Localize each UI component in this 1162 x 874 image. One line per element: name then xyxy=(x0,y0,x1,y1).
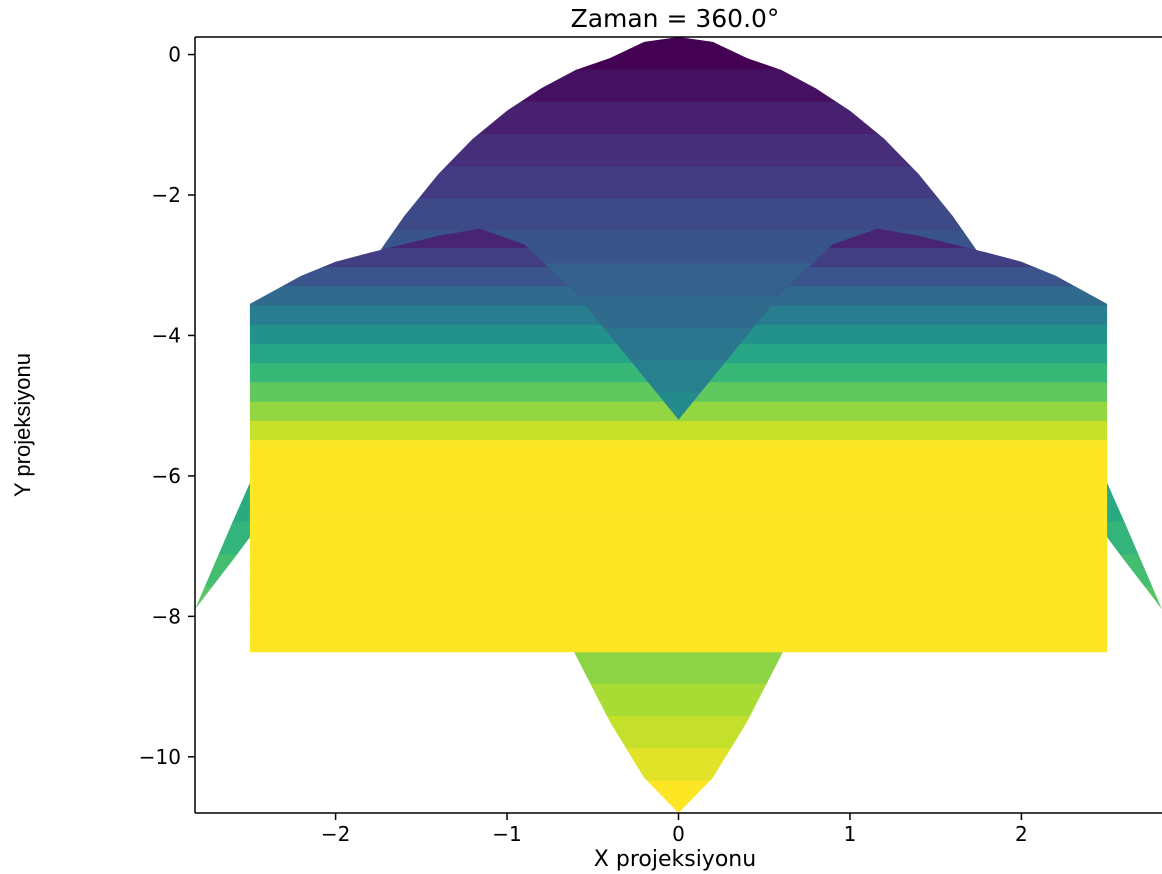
x-tick-label: −2 xyxy=(321,822,350,846)
inner-band xyxy=(249,478,1108,499)
inner-band xyxy=(249,420,1108,441)
inner-band xyxy=(249,497,1108,518)
outer-band xyxy=(195,37,1162,71)
outer-band xyxy=(195,651,1162,685)
y-ticks: 0 −2 −4 −6 −8 −10 xyxy=(139,43,195,769)
inner-band xyxy=(249,593,1108,614)
inner-band xyxy=(249,555,1108,576)
inner-band xyxy=(249,440,1108,461)
inner-band xyxy=(249,632,1108,653)
x-tick-label: 2 xyxy=(1015,822,1028,846)
y-tick-label: −4 xyxy=(152,323,181,347)
outer-band xyxy=(195,780,1162,813)
inner-band xyxy=(249,613,1108,634)
inner-band xyxy=(249,574,1108,595)
y-tick-label: 0 xyxy=(168,43,181,67)
x-axis-label: X projeksiyonu xyxy=(594,847,756,872)
outer-band xyxy=(195,231,1162,265)
outer-band xyxy=(195,134,1162,168)
y-tick-label: −10 xyxy=(139,745,181,769)
outer-band xyxy=(195,716,1162,750)
y-tick-label: −6 xyxy=(152,464,181,488)
inner-band xyxy=(249,459,1108,480)
y-tick-label: −8 xyxy=(152,604,181,628)
chart-title: Zaman = 360.0° xyxy=(571,4,780,33)
y-tick-label: −2 xyxy=(152,183,181,207)
outer-band xyxy=(195,69,1162,103)
outer-band xyxy=(195,101,1162,135)
inner-band xyxy=(249,516,1108,537)
inner-band xyxy=(249,536,1108,557)
x-tick-label: 1 xyxy=(844,822,857,846)
x-ticks: −2 −1 0 1 2 xyxy=(321,813,1028,846)
outer-band xyxy=(195,198,1162,232)
inner-surface xyxy=(249,228,1108,653)
y-axis-label: Y projeksiyonu xyxy=(10,353,35,497)
outer-band xyxy=(195,748,1162,782)
x-tick-label: 0 xyxy=(672,822,685,846)
x-tick-label: −1 xyxy=(492,822,521,846)
color-bands xyxy=(195,37,1162,813)
outer-band xyxy=(195,166,1162,200)
outer-band xyxy=(195,683,1162,717)
